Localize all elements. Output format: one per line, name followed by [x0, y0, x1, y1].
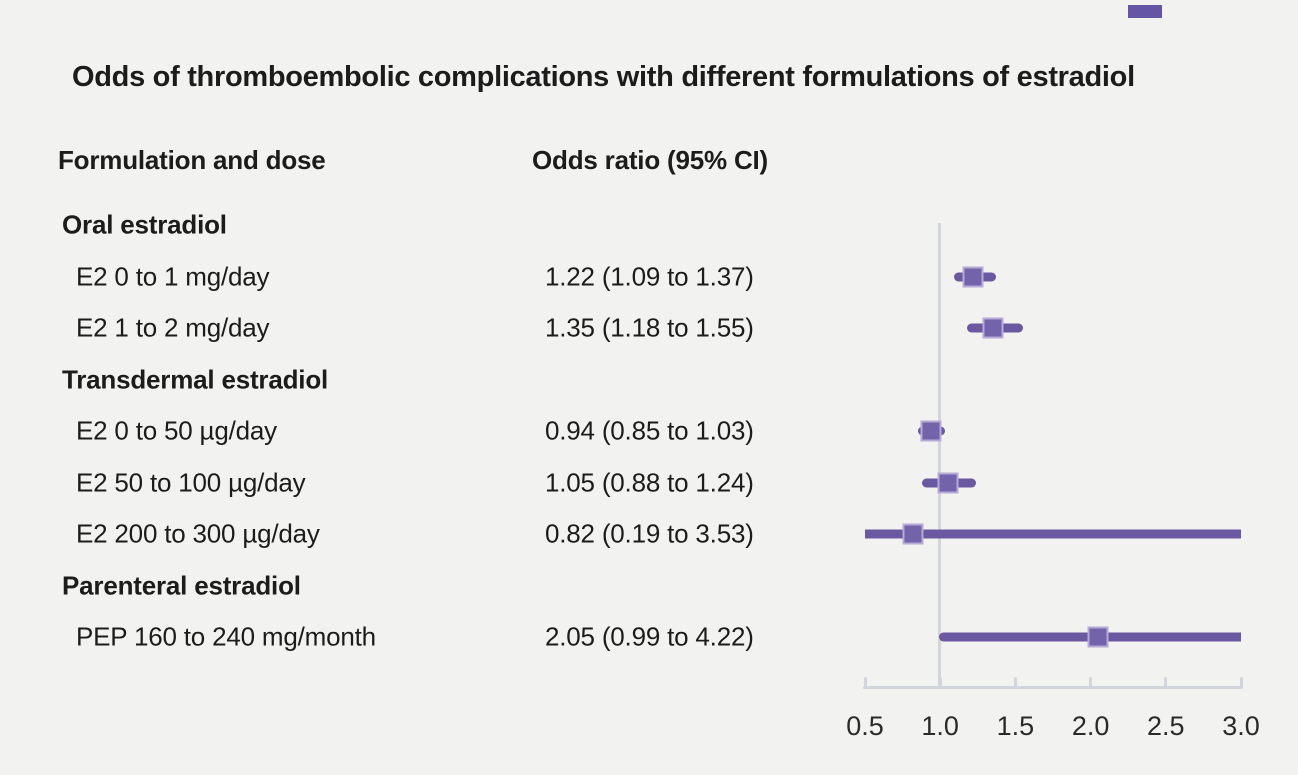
row-odds-ratio-value: 1.35 (1.18 to 1.55) [545, 312, 754, 343]
group-label: Transdermal estradiol [62, 364, 329, 395]
axis-tick-label: 2.0 [1071, 711, 1110, 741]
axis-tick [1239, 677, 1243, 687]
axis-tick [1089, 677, 1093, 687]
point-estimate-marker [939, 474, 957, 492]
point-estimate-marker [904, 525, 922, 543]
chart-title: Odds of thromboembolic complications wit… [72, 61, 1135, 93]
axis-tick-label: 2.5 [1147, 711, 1185, 741]
row-label: E2 200 to 300 µg/day [76, 518, 320, 549]
row-label: E2 0 to 50 µg/day [76, 415, 277, 446]
row-label: PEP 160 to 240 mg/month [76, 621, 376, 652]
row-odds-ratio-value: 2.05 (0.99 to 4.22) [545, 621, 754, 652]
axis-tick-label: 1.0 [921, 711, 959, 741]
axis-tick [1013, 677, 1017, 687]
column-header-odds-ratio: Odds ratio (95% CI) [532, 145, 769, 175]
axis-tick [1164, 677, 1168, 687]
axis-tick-label: 0.5 [846, 711, 884, 741]
point-estimate-marker [964, 268, 982, 286]
point-estimate-marker [1089, 628, 1107, 646]
confidence-interval-bar [865, 529, 1241, 539]
axis-tick-label: 1.5 [996, 711, 1035, 741]
row-odds-ratio-value: 1.05 (0.88 to 1.24) [545, 467, 754, 498]
row-label: E2 50 to 100 µg/day [76, 467, 306, 498]
row-odds-ratio-value: 0.82 (0.19 to 3.53) [545, 518, 754, 549]
column-header-formulation: Formulation and dose [58, 145, 326, 175]
point-estimate-marker [984, 319, 1002, 337]
row-odds-ratio-value: 1.22 (1.09 to 1.37) [545, 261, 754, 292]
brand-mark [1128, 5, 1162, 18]
group-label: Parenteral estradiol [62, 570, 301, 601]
axis-tick [863, 677, 867, 687]
axis-tick [938, 677, 942, 687]
group-label: Oral estradiol [62, 209, 227, 240]
row-label: E2 1 to 2 mg/day [76, 312, 270, 343]
x-axis-line [863, 686, 1243, 689]
axis-tick-label: 3.0 [1222, 711, 1260, 741]
point-estimate-marker [922, 422, 940, 440]
row-label: E2 0 to 1 mg/day [76, 261, 270, 292]
reference-line-or-1 [938, 223, 941, 688]
row-odds-ratio-value: 0.94 (0.85 to 1.03) [545, 415, 754, 446]
